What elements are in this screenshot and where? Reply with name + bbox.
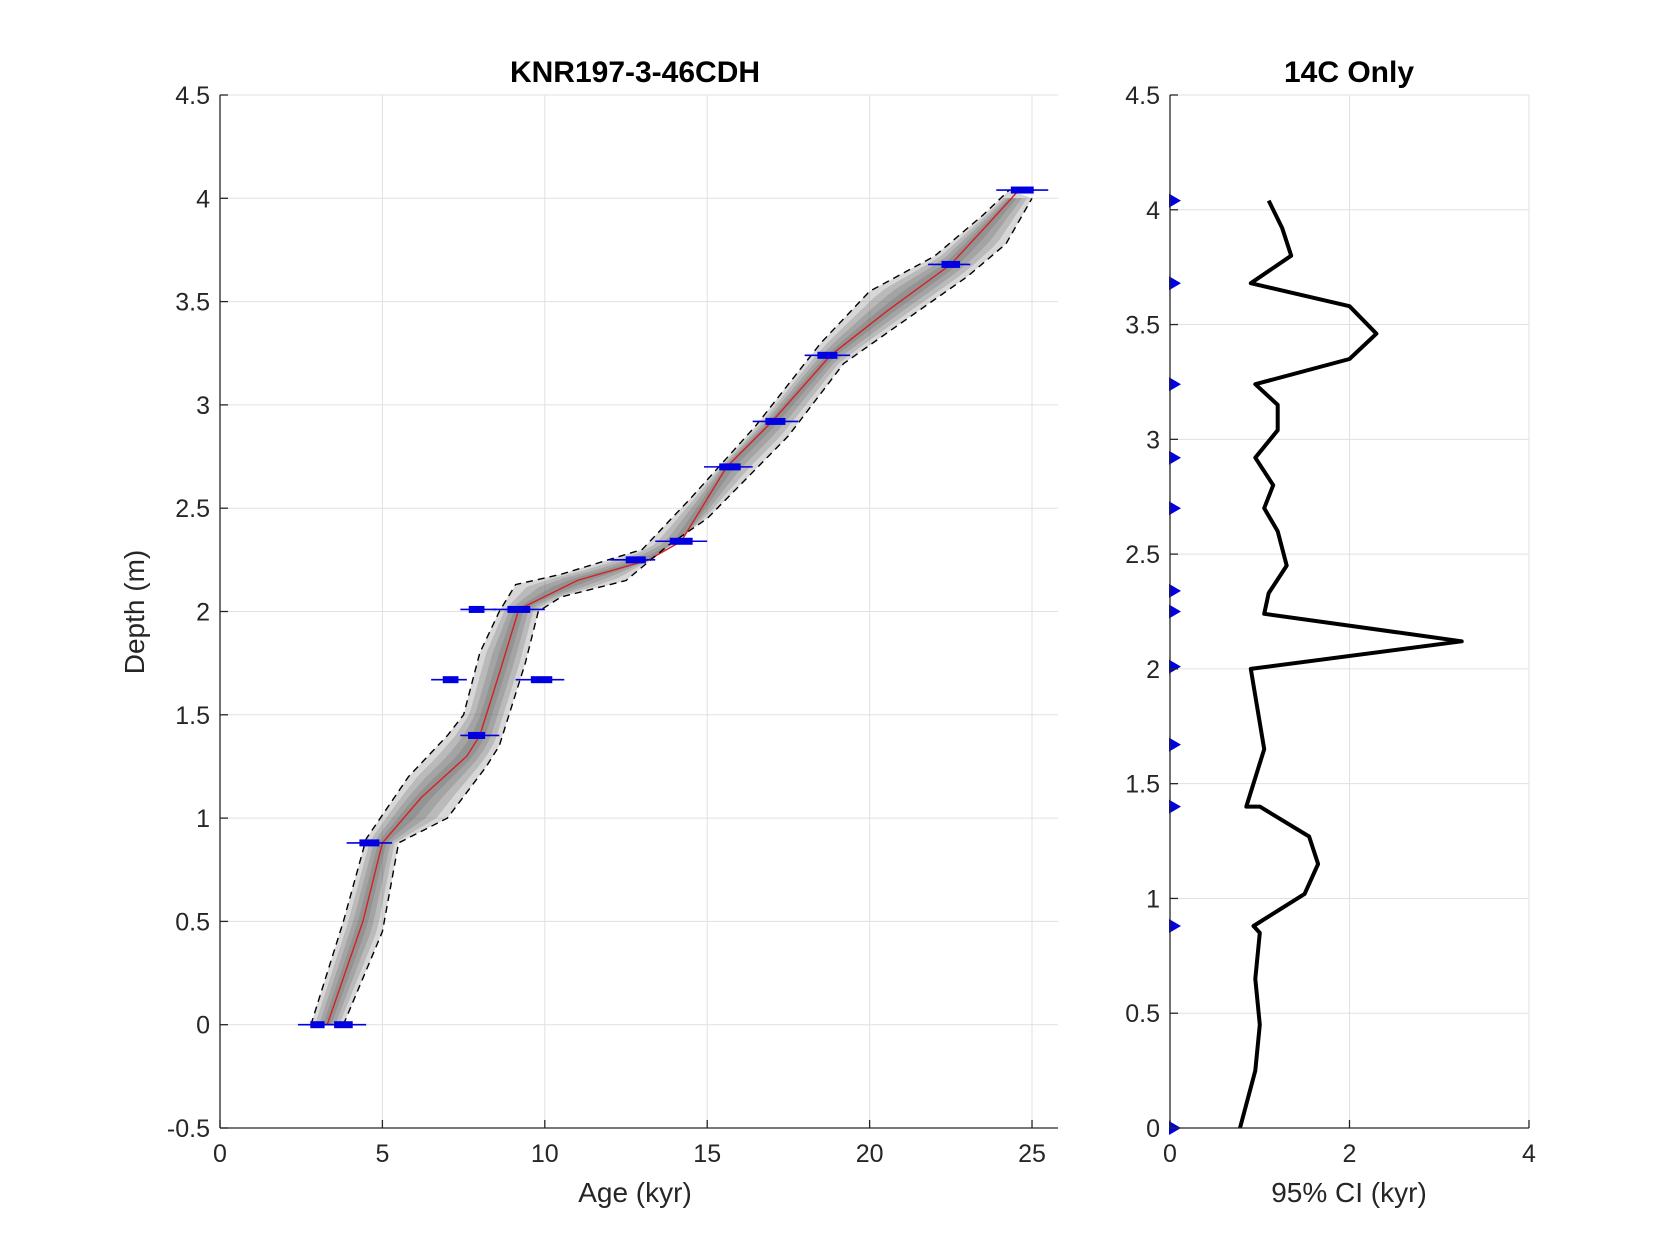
ci-grid (1169, 94, 1530, 1129)
date-depth-marker (1169, 659, 1181, 674)
date-depth-marker (1169, 501, 1181, 516)
y-tick-label: 3.5 (1125, 312, 1160, 340)
y-tick-label: 0 (196, 1012, 210, 1040)
y-tick-label: 3 (1146, 426, 1160, 454)
y-tick-label: 2.5 (1125, 541, 1160, 569)
lower-envelope-line (310, 189, 1010, 1025)
upper-envelope-line (342, 197, 1033, 1025)
date-error-bar (655, 537, 708, 545)
date-depth-marker (1169, 604, 1181, 619)
ci-series (1238, 199, 1464, 1129)
x-tick-label: 15 (693, 1140, 721, 1168)
y-tick-label: 4 (196, 185, 210, 213)
date-error-bar (752, 417, 799, 425)
ci-width-line (1238, 199, 1464, 1129)
date-error-bar (460, 731, 500, 739)
y-tick-label: 2.5 (175, 495, 210, 523)
y-tick-label: 3.5 (175, 289, 210, 317)
date-error-bar (323, 1021, 367, 1029)
x-tick-label: 5 (375, 1140, 389, 1168)
date-error-bar (703, 463, 753, 471)
y-tick-label: -0.5 (167, 1115, 210, 1143)
y-tick-label: 2 (196, 599, 210, 627)
y-tick-label: 1 (1146, 885, 1160, 913)
y-tick-label: 1.5 (1125, 771, 1160, 799)
ci-axes (1169, 94, 1530, 1129)
left-x-axis-label: Age (kyr) (578, 1177, 692, 1208)
y-tick-label: 4.5 (1125, 82, 1160, 110)
median-age-line (326, 189, 1020, 1025)
left-y-axis-label: Depth (m) (119, 550, 150, 674)
right-x-axis-label: 95% CI (kyr) (1271, 1177, 1427, 1208)
ci-panel: 0 2 4 0 0.5 1 1.5 2 2.5 3 3.5 4 4.5 14C Only 95% CI … (1125, 56, 1536, 1208)
y-tick-label: 3 (196, 392, 210, 420)
age-depth-tick-labels: 0 5 10 15 20 25-0.500.511.522.533.544.5 (167, 82, 1046, 1168)
x-tick-label: 2 (1343, 1140, 1357, 1168)
y-tick-label: 4 (1146, 197, 1160, 225)
age-depth-ensemble (310, 190, 1032, 1025)
x-tick-label: 0 (213, 1140, 227, 1168)
x-tick-label: 0 (1163, 1140, 1177, 1168)
date-depth-marker (1169, 193, 1181, 208)
x-tick-label: 20 (856, 1140, 884, 1168)
age-depth-grid (219, 94, 1058, 1129)
date-depth-marker (1169, 450, 1181, 465)
date-error-bar (460, 605, 497, 613)
date-error-bar (996, 186, 1049, 194)
date-error-bar (609, 556, 656, 564)
date-depth-marker (1169, 377, 1181, 392)
date-depth-markers (1169, 193, 1181, 1135)
age-depth-series (310, 189, 1033, 1025)
date-error-bar (492, 605, 545, 613)
y-tick-label: 0 (1146, 1115, 1160, 1143)
y-tick-label: 0.5 (1125, 1000, 1160, 1028)
date-error-bar (928, 260, 971, 268)
right-chart-title: 14C Only (1284, 56, 1414, 89)
age-depth-axes (219, 94, 1058, 1129)
date-depth-marker (1169, 918, 1181, 933)
date-error-bar (804, 351, 851, 359)
date-depth-marker (1169, 737, 1181, 752)
y-tick-label: 0.5 (175, 908, 210, 936)
date-depth-marker (1169, 583, 1181, 598)
ci-tick-labels: 0 2 4 0 0.5 1 1.5 2 2.5 3 3.5 4 4.5 (1125, 82, 1536, 1168)
date-error-bar (346, 839, 393, 847)
y-tick-label: 2 (1146, 656, 1160, 684)
ensemble-band (310, 190, 1032, 1025)
x-tick-label: 25 (1018, 1140, 1046, 1168)
date-error-bars (297, 186, 1049, 1029)
y-tick-label: 1 (196, 805, 210, 833)
x-tick-label: 4 (1522, 1140, 1536, 1168)
age-depth-panel: 0 5 10 15 20 25-0.500.511.522.533.544.5 KNR19… (119, 56, 1058, 1208)
date-depth-marker (1169, 799, 1181, 814)
y-tick-label: 4.5 (175, 82, 210, 110)
y-tick-label: 1.5 (175, 702, 210, 730)
date-error-bar (431, 676, 467, 684)
x-tick-label: 10 (531, 1140, 559, 1168)
date-depth-marker (1169, 276, 1181, 291)
date-error-bar (515, 676, 565, 684)
left-chart-title: KNR197-3-46CDH (510, 56, 760, 89)
